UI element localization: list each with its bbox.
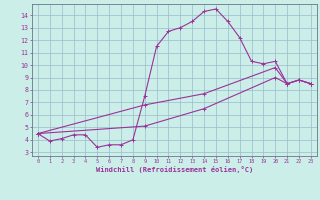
X-axis label: Windchill (Refroidissement éolien,°C): Windchill (Refroidissement éolien,°C) [96,166,253,173]
